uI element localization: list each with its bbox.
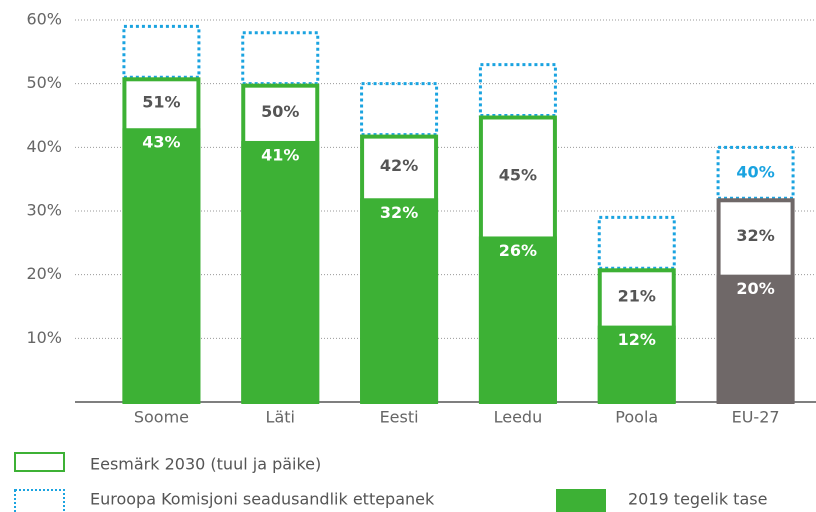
y-tick-label: 60% (26, 10, 62, 29)
y-tick-label: 30% (26, 201, 62, 220)
target-label: 32% (736, 226, 774, 245)
actual-bar (597, 325, 676, 402)
target-label: 50% (261, 102, 299, 121)
proposal-outline (241, 31, 320, 86)
y-tick-label: 20% (26, 264, 62, 283)
x-tick-label: Soome (134, 408, 189, 427)
actual-bar (716, 274, 795, 402)
actual-bar (122, 128, 201, 402)
actual-bar (478, 236, 557, 402)
x-tick-label: Eesti (380, 408, 419, 427)
actual-bar (360, 198, 439, 402)
legend-swatch (556, 489, 606, 512)
actual-label: 12% (618, 330, 656, 349)
x-tick-label: Leedu (494, 408, 543, 427)
actual-label: 41% (261, 145, 299, 164)
actual-label: 32% (380, 203, 418, 222)
actual-label: 43% (142, 133, 180, 152)
proposal-label: 40% (736, 162, 774, 181)
proposal-outline (360, 82, 439, 137)
x-tick-label: Poola (615, 408, 658, 427)
target-label: 21% (618, 286, 656, 305)
proposal-outline (597, 215, 676, 270)
actual-bar (241, 140, 320, 402)
legend-label: Euroopa Komisjoni seadusandlik ettepanek (90, 490, 435, 509)
proposal-outline (478, 63, 557, 117)
y-tick-label: 50% (26, 73, 62, 92)
legend-label: Eesmärk 2030 (tuul ja päike) (90, 455, 321, 474)
x-tick-label: Läti (266, 408, 295, 427)
target-label: 45% (499, 165, 537, 184)
legend-swatch (14, 489, 65, 512)
y-tick-label: 40% (26, 137, 62, 156)
proposal-outline (122, 24, 201, 79)
y-tick-label: 10% (26, 328, 62, 347)
target-label: 42% (380, 156, 418, 175)
target-label: 51% (142, 92, 180, 111)
actual-label: 20% (736, 279, 774, 298)
x-tick-label: EU-27 (732, 408, 780, 427)
legend-swatch (14, 452, 65, 472)
legend-label: 2019 tegelik tase (628, 490, 767, 509)
actual-label: 26% (499, 241, 537, 260)
